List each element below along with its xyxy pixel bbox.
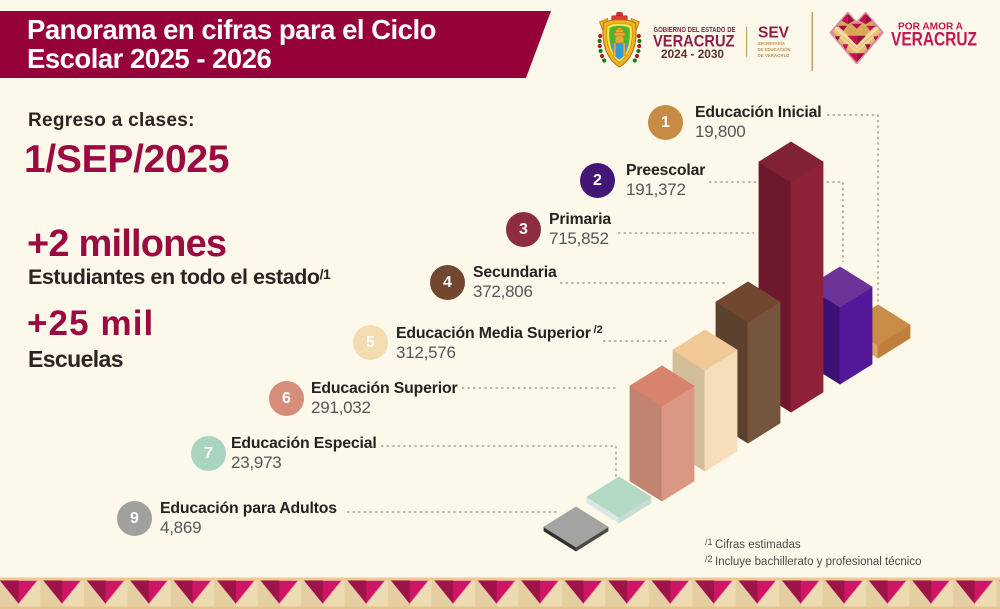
svg-text:DE VERACRUZ: DE VERACRUZ xyxy=(758,53,790,59)
svg-text:SEV: SEV xyxy=(758,25,789,42)
svg-text:POR AMOR A: POR AMOR A xyxy=(898,21,963,33)
svg-text:VERACRUZ: VERACRUZ xyxy=(653,32,735,51)
svg-text:2024 - 2030: 2024 - 2030 xyxy=(661,47,724,61)
svg-text:GOBIERNO DEL ESTADO DE: GOBIERNO DEL ESTADO DE xyxy=(654,27,736,34)
svg-text:VERACRUZ: VERACRUZ xyxy=(891,29,977,51)
svg-text:SECRETARÍA: SECRETARÍA xyxy=(758,39,786,47)
svg-text:DE EDUCACIÓN: DE EDUCACIÓN xyxy=(758,45,791,53)
